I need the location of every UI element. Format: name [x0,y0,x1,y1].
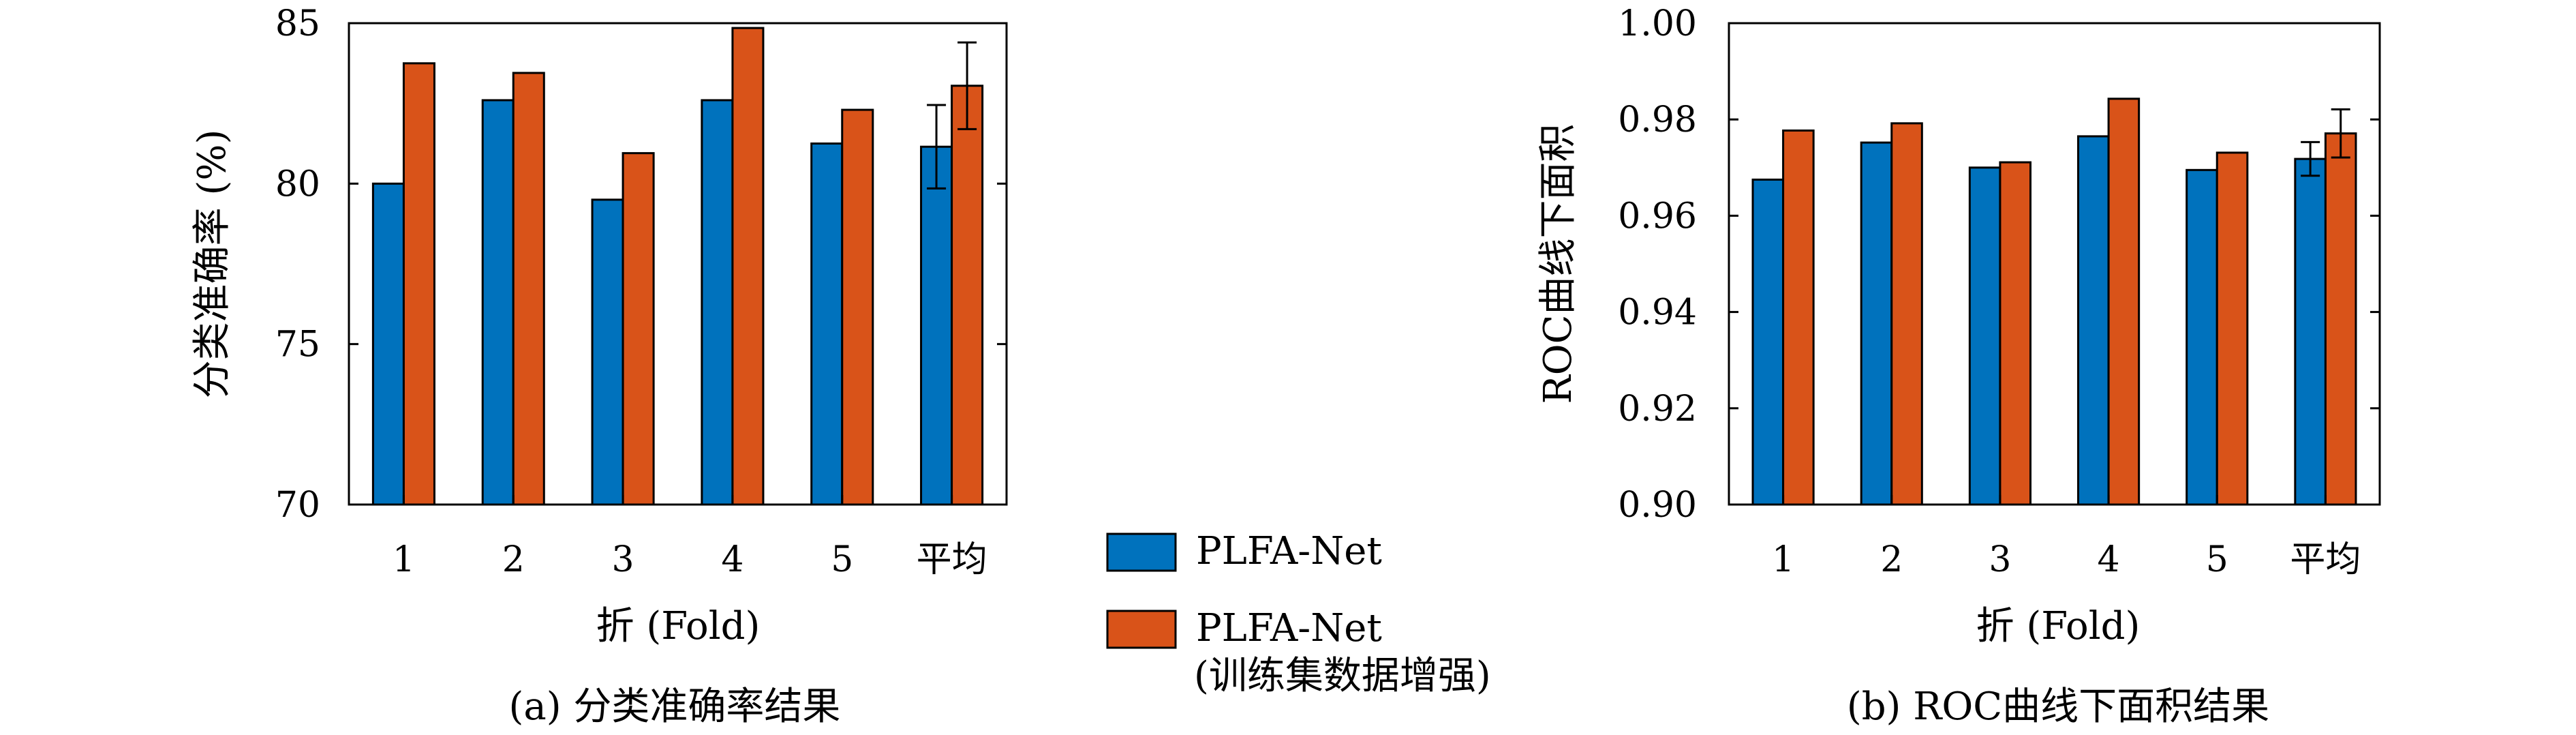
chart-b-ylabel: ROC曲线下面积 [1536,124,1580,404]
chart-b-ytick-label: 0.90 [1618,485,1697,526]
chart-b-caption: (b) ROC曲线下面积结果 [1847,685,2269,729]
legend-swatch-plfa-net-augmented [1106,610,1177,649]
chart-b-ytick-label: 0.92 [1618,389,1697,430]
chart-b-errorbar-s2-6 [2331,108,2350,159]
chart-b-ytick-label: 0.94 [1618,292,1697,333]
chart-b-xtick-label: 3 [1989,539,2011,580]
chart-a-xtick-label: 4 [721,539,743,580]
chart-a-ytick-label: 75 [275,325,320,365]
chart-a-caption: (a) 分类准确率结果 [509,685,841,729]
chart-a-ytick-label: 70 [275,485,320,526]
chart-b-bar-s2-2 [1890,122,1923,506]
chart-b-bar-s2-4 [2107,97,2141,506]
chart-b-bar-s2-3 [1999,161,2031,506]
chart-b-bar-s2-5 [2215,151,2249,506]
chart-b-xtick-label: 1 [1772,539,1794,580]
chart-a-errorbar-s2-6 [957,41,977,130]
chart-b: 0.90 0.92 0.94 0.96 0.98 1.00 1 2 3 4 5 平均折 (Fold) R… [1536,3,2381,729]
chart-a-errorbar-s1-6 [927,104,947,190]
chart-b-ytick-label: 0.98 [1618,100,1697,140]
chart-b-xtick-label: 5 [2206,539,2228,580]
chart-a-ytick-label: 80 [275,164,320,205]
chart-a-bar-s2-2 [512,72,545,506]
chart-a-bar-s2-6 [951,85,984,506]
chart-a-bar-s1-6 [920,145,953,506]
chart-a-xlabel: 折 (Fold) [596,604,761,648]
chart-b-errorbar-s1-6 [2301,140,2320,177]
chart-b-bar-s2-1 [1782,129,1815,506]
legend-label-plfa-net-augmented-line2: (训练集数据增强) [1194,654,1491,698]
chart-a-axes-frame [348,22,1008,506]
legend-swatch-plfa-net [1106,532,1177,572]
chart-a-bar-s2-1 [402,62,435,506]
chart-b-bar-s1-4 [2077,135,2110,506]
chart-a-xtick-label: 5 [831,539,853,580]
chart-a-xtick-label: 平均 [917,539,987,580]
chart-b-axes-frame [1728,22,2381,506]
chart-b-bar-s1-5 [2186,168,2218,506]
chart-a-ylabel: 分类准确率 (%) [190,130,234,399]
chart-b-ytick-label: 1.00 [1618,3,1697,44]
chart-b-bar-s1-2 [1860,141,1893,506]
chart-b-ytick-label: 0.96 [1618,196,1697,237]
chart-b-bar-s1-3 [1968,166,2002,506]
chart-a-bar-s2-5 [841,108,874,506]
chart-a-bar-s1-2 [481,99,515,506]
legend-label-plfa-net: PLFA-Net [1196,529,1382,573]
chart-b-xtick-label: 2 [1880,539,1903,580]
chart-a-bar-s2-4 [731,27,765,506]
chart-b-bar-s1-6 [2294,158,2327,506]
chart-a-ytick-label: 85 [275,3,320,44]
chart-a-xtick-label: 3 [612,539,634,580]
chart-a-bar-s1-1 [371,182,405,506]
chart-a-xtick-label: 1 [393,539,415,580]
chart-b-xtick-label: 平均 [2290,539,2361,580]
chart-a-xtick-label: 2 [502,539,525,580]
chart-a-bar-s1-5 [810,142,844,506]
chart-b-xlabel: 折 (Fold) [1976,604,2141,648]
chart-a: 70 75 80 85 1 2 3 4 5 平均折 (Fold) 分类准确率 (%) (a) 分类准确… [190,3,1008,729]
chart-b-xtick-label: 4 [2098,539,2120,580]
chart-a-bar-s2-3 [622,152,655,506]
chart-a-bar-s1-3 [591,198,624,506]
chart-a-bar-s1-4 [701,99,734,506]
chart-b-bar-s1-1 [1751,178,1785,506]
chart-b-bar-s2-6 [2324,132,2357,506]
legend-label-plfa-net-augmented-line1: PLFA-Net [1196,606,1382,650]
legend: PLFA-Net PLFA-Net (训练集数据增强) [1106,529,1491,698]
